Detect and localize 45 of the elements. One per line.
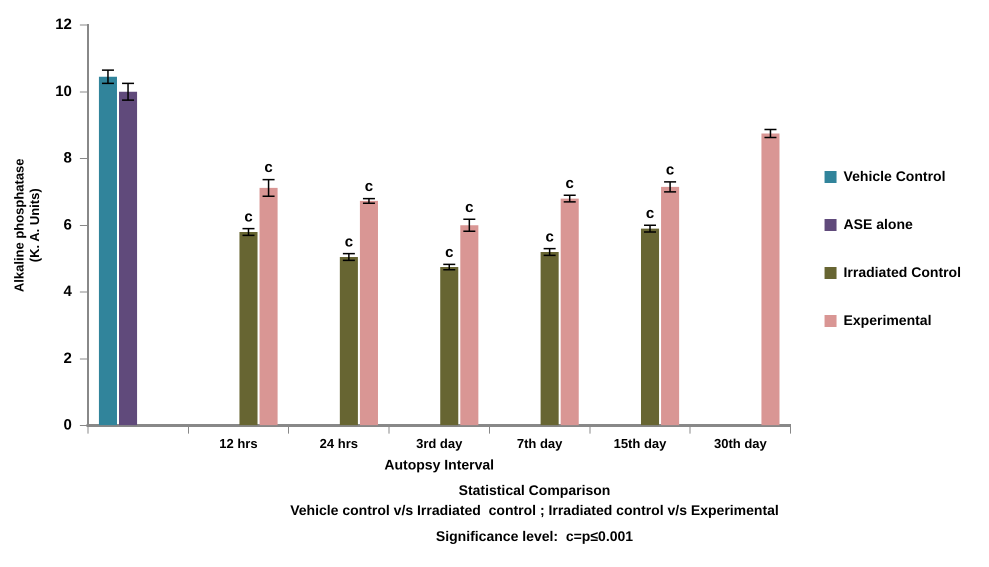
bar (661, 186, 680, 426)
y-tick-label: 6 (64, 216, 72, 234)
x-tick-label: 7th day (516, 436, 564, 451)
text: Vehicle control v/s Irradiated control ; Irradiated control v/s Experimental (289, 502, 780, 518)
data-label: c (566, 174, 574, 192)
bar (640, 228, 660, 426)
x-tick-label: 12 hrs (219, 436, 258, 451)
y-tick-label: 2 (64, 350, 72, 367)
data-label: c (244, 208, 253, 226)
y-tick-label: 8 (64, 150, 72, 167)
y-tick-label: 10 (55, 82, 72, 100)
data-label: c (264, 159, 273, 176)
x-tick-label: 3rd day (416, 436, 464, 451)
data-label: c (545, 228, 554, 246)
data-label: c (465, 198, 474, 216)
bar (540, 252, 559, 426)
y-tick-label: 0 (64, 416, 72, 434)
bar (239, 232, 258, 426)
data-label: c (646, 204, 654, 222)
legend-label: Vehicle Control (844, 168, 946, 184)
bar (98, 76, 117, 426)
x-axis-title: Autopsy Interval (384, 456, 494, 472)
data-label: c (344, 233, 354, 250)
legend-label: ASE alone (844, 216, 913, 232)
bar (260, 188, 278, 426)
bar (560, 198, 579, 426)
data-label: c (364, 178, 374, 196)
y-axis-title: Alkaline phosphatase (K. A. Units) (11, 158, 42, 292)
bar (440, 267, 458, 426)
bar (360, 200, 378, 426)
text: Significance level: c=p≤0.001 (434, 528, 634, 544)
data-label: c (666, 162, 674, 179)
text: Statistical Comparison (458, 482, 612, 498)
legend-label: Experimental (844, 312, 932, 328)
x-tick-label: 30th day (714, 436, 768, 451)
y-tick-label: 12 (55, 16, 72, 34)
x-tick-label: 15th day (614, 436, 668, 451)
bar (460, 225, 478, 426)
bar (119, 92, 138, 426)
y-tick-label: 4 (64, 283, 73, 300)
bar (761, 133, 780, 426)
x-tick-label: 24 hrs (320, 436, 358, 451)
legend-label: Irradiated Control (844, 264, 962, 280)
data-label: c (445, 244, 454, 261)
bar (340, 257, 358, 426)
